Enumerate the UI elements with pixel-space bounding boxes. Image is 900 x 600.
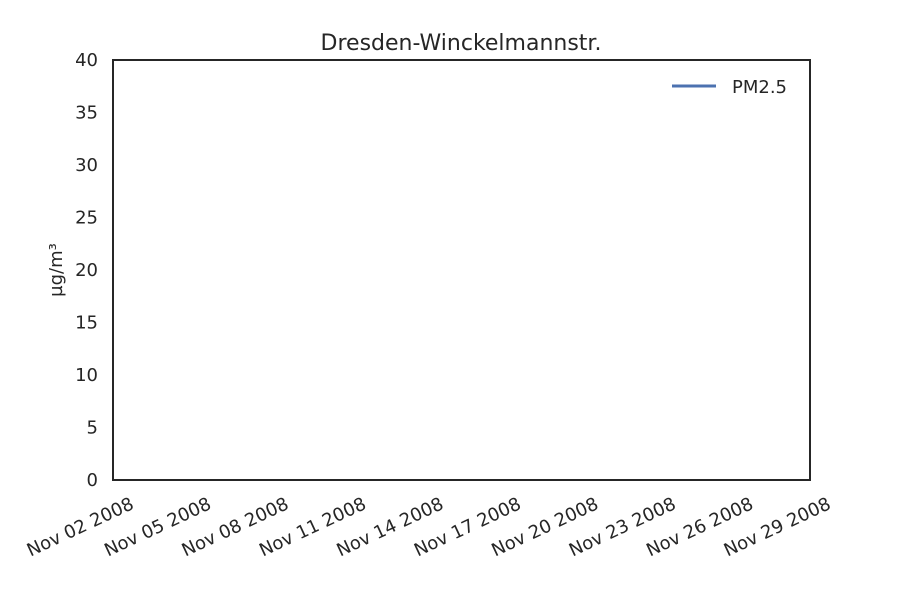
y-tick-label: 10 bbox=[75, 365, 98, 386]
y-tick-label: 40 bbox=[75, 50, 98, 71]
y-tick-label: 15 bbox=[75, 313, 98, 334]
plot-area-frame bbox=[112, 59, 811, 481]
y-tick-label: 0 bbox=[87, 470, 98, 491]
y-axis-ticks: 0 5 10 15 20 25 30 35 40 bbox=[75, 50, 98, 491]
legend: PM2.5 bbox=[672, 77, 787, 98]
y-tick-label: 30 bbox=[75, 155, 98, 176]
y-tick-label: 5 bbox=[87, 418, 98, 439]
chart-title: Dresden-Winckelmannstr. bbox=[321, 31, 602, 56]
y-tick-label: 35 bbox=[75, 103, 98, 124]
legend-label-pm25: PM2.5 bbox=[732, 77, 787, 98]
y-axis-label: µg/m³ bbox=[46, 243, 67, 297]
y-tick-label: 20 bbox=[75, 260, 98, 281]
y-tick-label: 25 bbox=[75, 208, 98, 229]
